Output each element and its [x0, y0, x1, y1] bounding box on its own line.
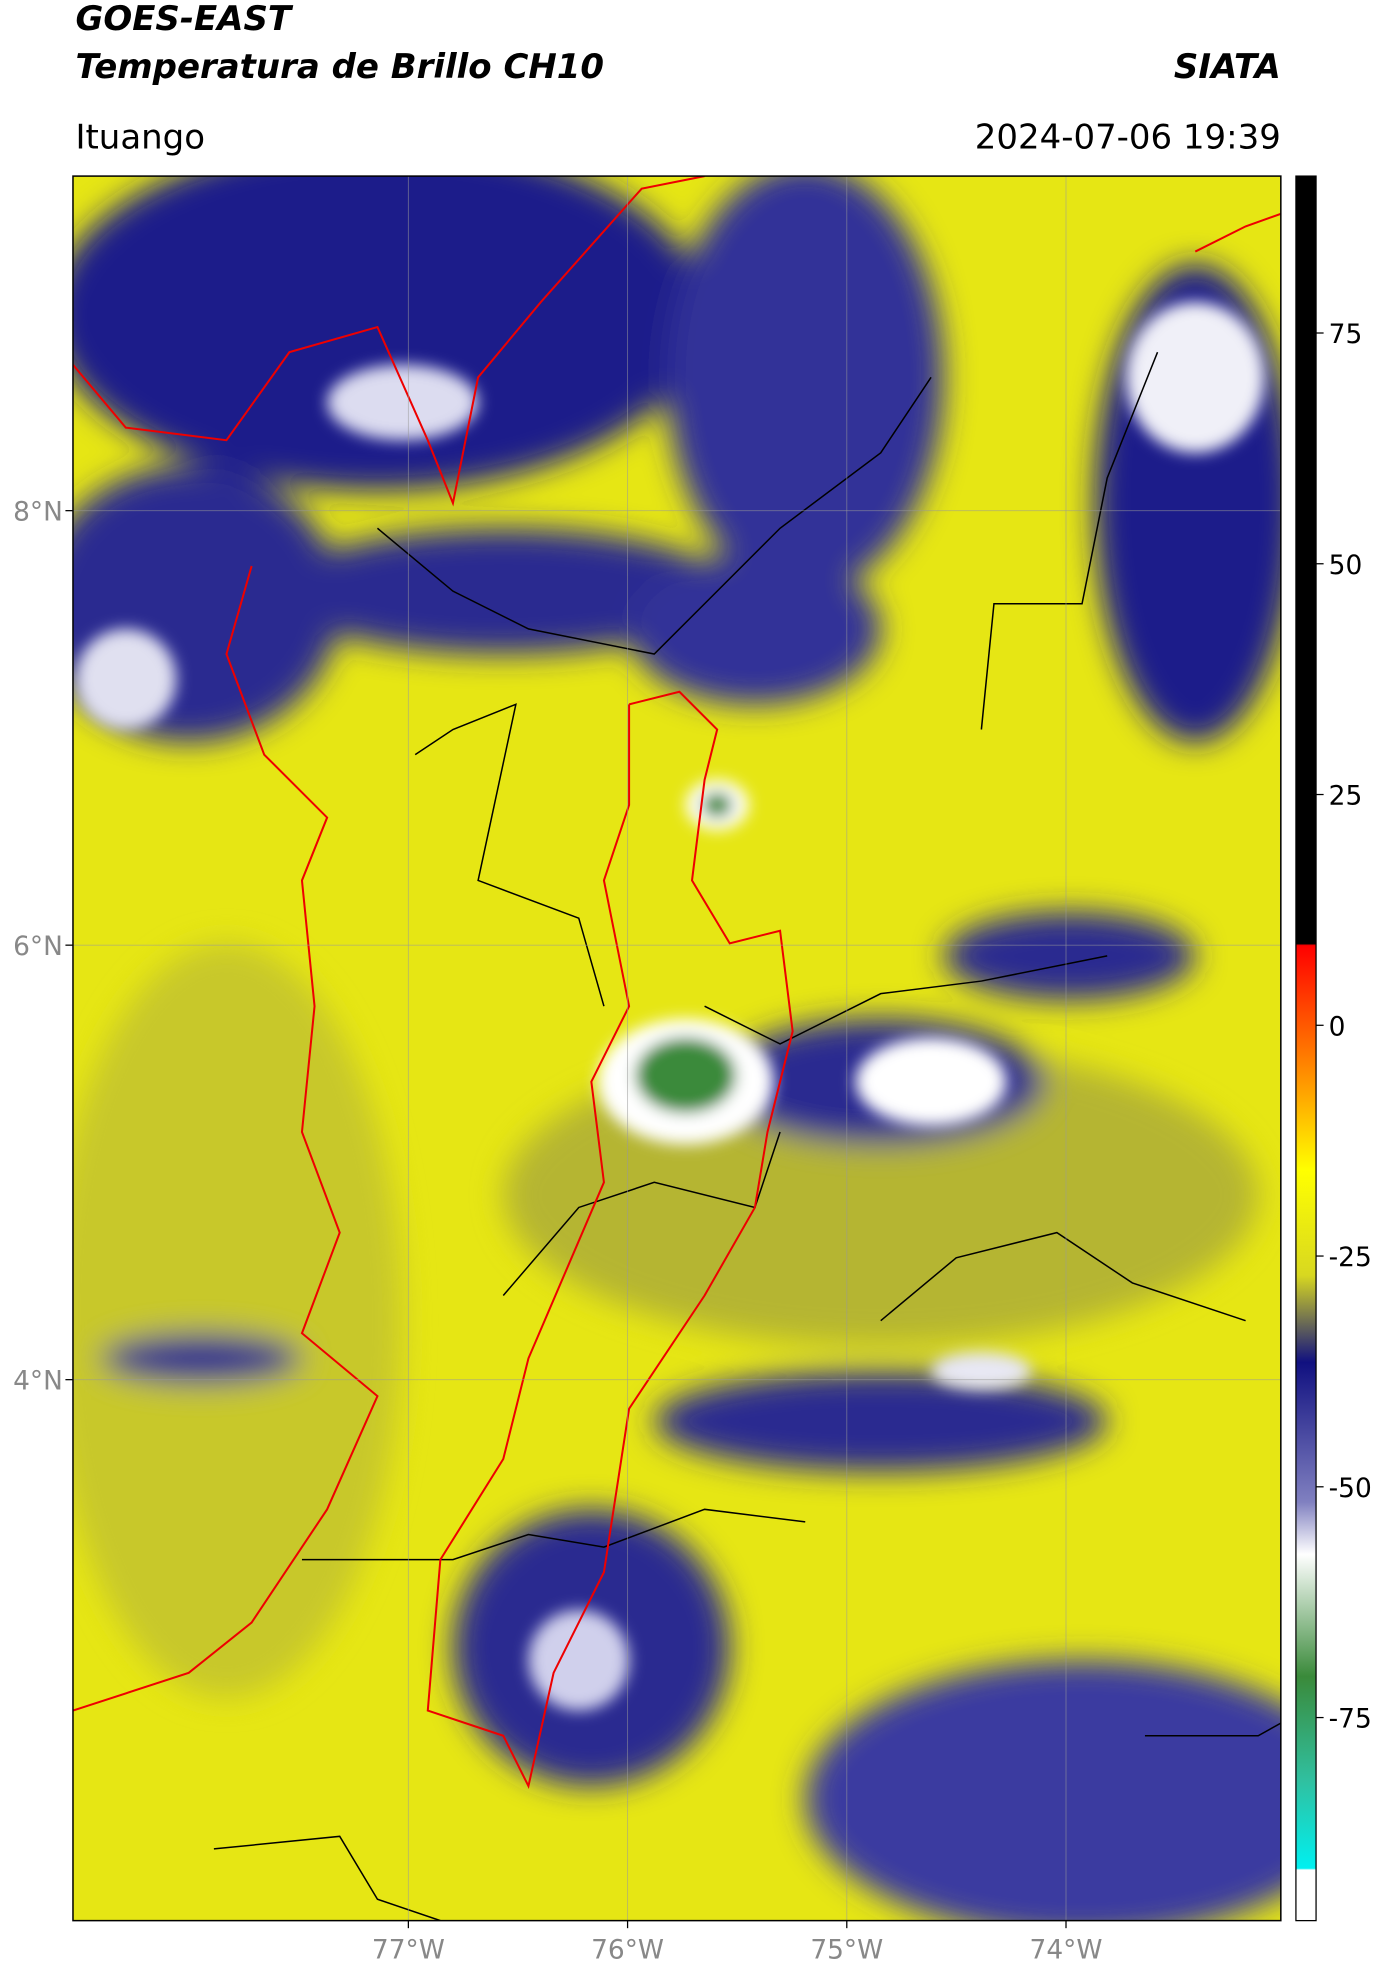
map	[72, 176, 1281, 1921]
colorbar	[1295, 175, 1317, 1922]
y-tick-label: 8°N	[13, 497, 63, 528]
colorbar-tick-label: -25	[1329, 1242, 1372, 1273]
colorbar-tick-label: 25	[1329, 781, 1363, 812]
subtitle: Temperatura de Brillo CH10	[75, 47, 604, 87]
datetime: 2024-07-06 19:39	[975, 117, 1281, 157]
colorbar-tick-label: -75	[1329, 1704, 1372, 1735]
x-tick-label: 75°W	[810, 1934, 883, 1965]
colorbar-tick-label: 0	[1329, 1011, 1346, 1042]
map-frame	[72, 175, 1282, 1922]
y-tick-label: 4°N	[13, 1366, 63, 1397]
colorbar-tick-label: -50	[1329, 1473, 1372, 1504]
colorbar-tick-label: 75	[1329, 319, 1363, 350]
x-tick-label: 74°W	[1030, 1934, 1103, 1965]
grid	[72, 176, 1281, 1921]
location: Ituango	[75, 117, 205, 157]
title: GOES-EAST	[75, 0, 293, 39]
y-tick-label: 6°N	[13, 931, 63, 962]
x-tick-label: 77°W	[372, 1934, 445, 1965]
brand: SIATA	[1174, 47, 1281, 87]
colorbar-tick-label: 50	[1329, 550, 1363, 581]
x-tick-label: 76°W	[591, 1934, 664, 1965]
